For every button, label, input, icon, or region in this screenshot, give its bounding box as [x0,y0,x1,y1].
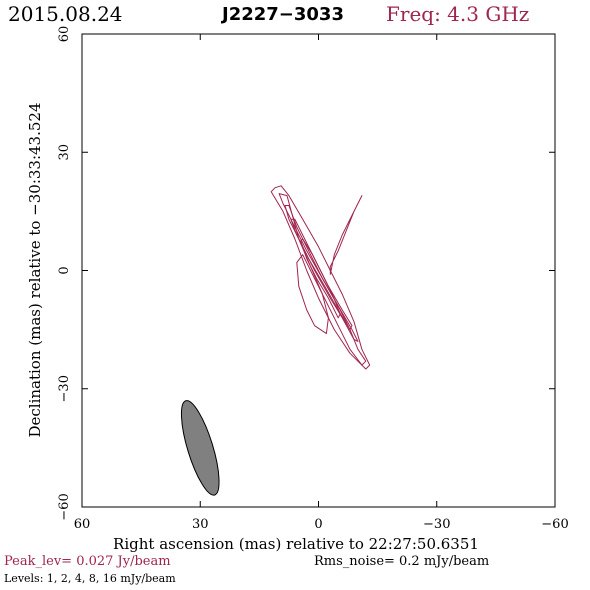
contour-level-1 [296,254,329,335]
y-tick-label: 0 [57,266,72,274]
contour-levels: Levels: 1, 2, 4, 8, 16 mJy/beam [4,572,176,585]
x-tick-label: 0 [314,517,322,532]
contour-level-16 [300,238,341,319]
frequency-label: Freq: 4.3 GHz [386,2,530,26]
observation-date: 2015.08.24 [8,2,123,26]
x-tick-label: −60 [541,517,568,532]
source-name: J2227−3033 [222,4,344,25]
x-tick-label: 60 [74,517,91,532]
rms-noise: Rms_noise= 0.2 mJy/beam [314,554,490,569]
contour-level-4 [284,205,359,342]
x-tick-label: 30 [192,517,209,532]
peak-level: Peak_lev= 0.027 Jy/beam [4,554,171,569]
y-tick-label: 30 [57,144,72,161]
y-axis-label: Declination (mas) relative to −30:33:43.… [26,102,44,437]
y-tick-label: −30 [57,375,72,402]
contour-level-1 [270,185,371,370]
x-axis-label: Right ascension (mas) relative to 22:27:… [113,535,479,553]
contour-level-2 [278,193,367,366]
x-tick-label: −30 [423,517,450,532]
y-tick-label: 60 [57,26,72,43]
beam-ellipse [180,400,220,496]
contour-level-1 [329,195,363,275]
y-tick-label: −60 [57,493,72,520]
